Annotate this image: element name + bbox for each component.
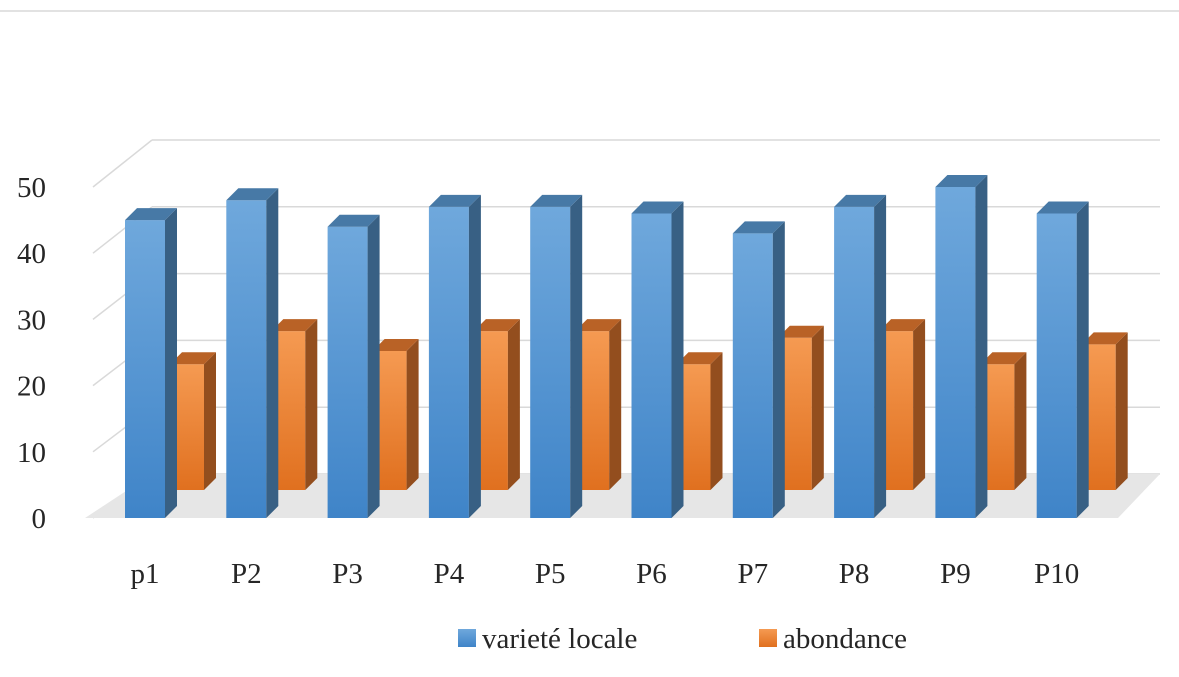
- y-axis-tick-labels: 0 10 20 30 40 50: [17, 172, 46, 535]
- x-tick-label-p1: p1: [131, 558, 160, 590]
- bar-P10-variete-locale: [1036, 201, 1089, 519]
- legend-item-1: varieté locale: [458, 623, 637, 655]
- bar-P8-variete-locale: [834, 194, 887, 519]
- bar-P4-variete-locale: [428, 194, 481, 519]
- bar-P5-variete-locale: [530, 194, 583, 519]
- legend-label-1: varieté locale: [482, 623, 637, 655]
- legend-swatch-2: [759, 629, 777, 647]
- x-tick-label-P3: P3: [332, 558, 363, 590]
- x-tick-label-P9: P9: [940, 558, 971, 590]
- y-tick-label-50: 50: [17, 172, 46, 204]
- bar-P9-variete-locale: [935, 175, 988, 518]
- y-tick-label-20: 20: [17, 371, 46, 403]
- y-tick-label-30: 30: [17, 304, 46, 336]
- legend-label-2: abondance: [783, 623, 907, 655]
- y-tick-label-0: 0: [32, 503, 47, 535]
- x-tick-label-P7: P7: [737, 558, 768, 590]
- x-tick-label-P6: P6: [636, 558, 667, 590]
- x-tick-label-P5: P5: [535, 558, 566, 590]
- bar-p1-variete-locale: [125, 208, 177, 518]
- gridline-side-50: [92, 139, 153, 188]
- x-tick-label-P10: P10: [1034, 558, 1079, 590]
- bars: [125, 175, 1128, 519]
- x-tick-label-P2: P2: [231, 558, 262, 590]
- x-axis-category-labels: p1 P2 P3 P4 P5 P6 P7 P8 P9 P10: [131, 558, 1080, 590]
- x-tick-label-P4: P4: [434, 558, 465, 590]
- bar-P6-variete-locale: [631, 201, 684, 519]
- y-tick-label-10: 10: [17, 437, 46, 469]
- y-tick-label-40: 40: [17, 238, 46, 270]
- legend-swatch-1: [458, 629, 476, 647]
- legend-item-2: abondance: [759, 623, 907, 655]
- bar-P7-variete-locale: [732, 221, 785, 518]
- bar-P3-variete-locale: [327, 214, 380, 518]
- legend: varieté locale abondance: [458, 623, 907, 655]
- bar-P2-variete-locale: [226, 188, 279, 519]
- x-tick-label-P8: P8: [839, 558, 870, 590]
